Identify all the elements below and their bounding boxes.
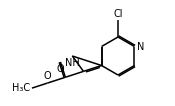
Text: Cl: Cl xyxy=(113,9,123,19)
Text: N: N xyxy=(137,42,144,52)
Text: NH: NH xyxy=(65,59,80,68)
Text: O: O xyxy=(44,71,51,81)
Text: H₃C: H₃C xyxy=(12,83,30,93)
Text: O: O xyxy=(57,64,64,74)
